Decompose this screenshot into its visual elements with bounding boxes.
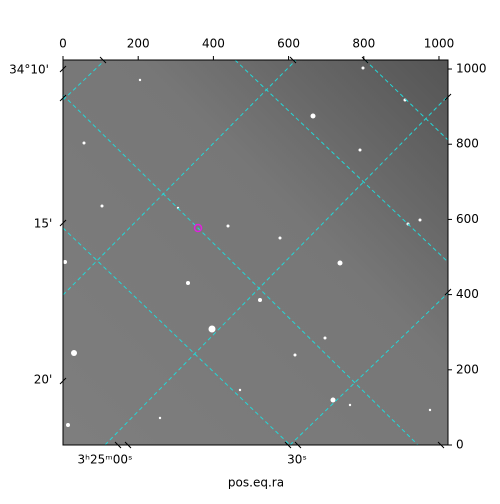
target-marker bbox=[193, 223, 203, 233]
x-tick-label: 200 bbox=[127, 37, 150, 51]
x-tick-label: 400 bbox=[202, 37, 225, 51]
y-tick-label: 1000 bbox=[456, 62, 487, 76]
x-tick-label: 800 bbox=[352, 37, 375, 51]
dec-label: 15' bbox=[34, 217, 53, 231]
ra-label: 3ʰ25ᵐ00ˢ bbox=[78, 453, 133, 467]
y-tick-label: 800 bbox=[456, 137, 479, 151]
x-tick-label: 1000 bbox=[424, 37, 455, 51]
stars bbox=[63, 66, 432, 427]
sky-image bbox=[63, 60, 448, 445]
dec-label: 34°10' bbox=[9, 63, 49, 77]
frame bbox=[62, 59, 449, 446]
y-tick-label: 0 bbox=[456, 438, 464, 452]
ra-label: 30ˢ bbox=[287, 453, 307, 467]
y-tick-label: 600 bbox=[456, 212, 479, 226]
x-tick-label: 600 bbox=[277, 37, 300, 51]
x-axis-label: pos.eq.ra bbox=[228, 476, 284, 490]
coordinate-grid bbox=[63, 60, 448, 445]
y-tick-label: 400 bbox=[456, 287, 479, 301]
y-tick-label: 200 bbox=[456, 362, 479, 376]
dec-label: 20' bbox=[34, 373, 53, 387]
wcs-ticks bbox=[59, 56, 452, 449]
x-tick-label: 0 bbox=[59, 37, 67, 51]
